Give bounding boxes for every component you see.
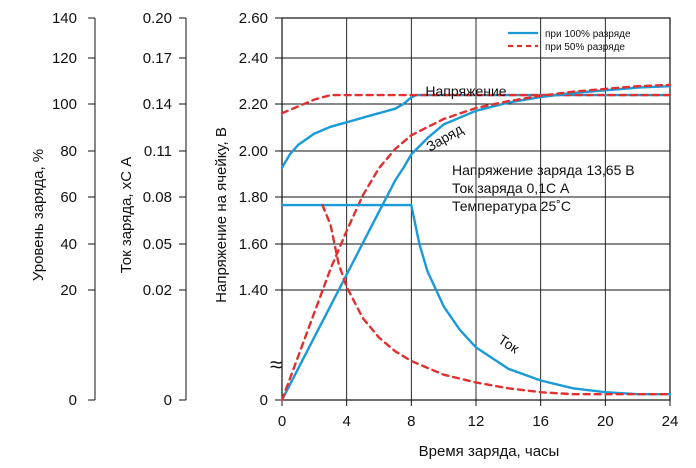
time-tick-labels: 0 4 8 12 16 20 24 [278, 400, 679, 430]
condition-temperature: Температура 25˚С [452, 198, 571, 214]
charge-level-tick-label: 20 [60, 282, 77, 299]
charge-current-tick-label: 0.17 [143, 50, 172, 67]
charge-current-tick-label: 0 [164, 392, 172, 409]
charge-level-tick-label: 0 [69, 392, 77, 409]
current-curve-50 [321, 203, 672, 396]
legend: при 100% разряде при 50% разряде [508, 29, 631, 53]
series-layer [280, 83, 672, 402]
charge-current-tick-label: 0.08 [143, 189, 172, 206]
charge-current-tick-labels: 0 0.02 0.05 0.08 0.11 0.14 0.17 0.20 [143, 10, 172, 409]
legend-label-100: при 100% разряде [545, 29, 631, 40]
condition-voltage: Напряжение заряда 13,65 В [452, 162, 635, 178]
time-tick-label: 0 [278, 413, 286, 430]
time-tick-label: 4 [342, 413, 350, 430]
voltage-curve-label: Напряжение [425, 83, 506, 99]
voltage-tick-label: 2.00 [239, 143, 268, 160]
voltage-tick-label: 2.20 [239, 96, 268, 113]
voltage-curve-50 [280, 93, 672, 115]
charge-current-tick-label: 0.20 [143, 10, 172, 27]
charge-current-tick-label: 0.05 [143, 236, 172, 253]
charge-curve-50 [280, 83, 672, 402]
condition-current: Ток заряда 0,1С А [452, 180, 570, 196]
axis-break-mark: ≈ [270, 352, 282, 377]
current-curve-100 [280, 203, 672, 396]
voltage-tick-label: 1.60 [239, 236, 268, 253]
time-tick-label: 20 [597, 413, 614, 430]
voltage-tick-label: 1.40 [239, 282, 268, 299]
charge-level-tick-label: 60 [60, 189, 77, 206]
time-tick-label: 16 [532, 413, 549, 430]
time-tick-label: 12 [468, 413, 485, 430]
charge-current-tick-label: 0.14 [143, 96, 172, 113]
charge-level-tick-label: 100 [52, 96, 77, 113]
time-axis-label: Время заряда, часы [419, 443, 560, 460]
charge-level-tick-labels: 0 20 40 60 80 100 120 140 [52, 10, 77, 409]
voltage-tick-label: 0 [260, 392, 268, 409]
charge-level-tick-label: 40 [60, 236, 77, 253]
current-curve-label: Ток [495, 331, 522, 357]
charge-curve-100 [280, 85, 672, 402]
voltage-tick-label: 1.80 [239, 189, 268, 206]
charge-current-tick-label: 0.02 [143, 282, 172, 299]
voltage-axis-label: Напряжение на ячейку, В [213, 127, 230, 303]
charge-current-axis-label: Ток заряда, хС А [118, 157, 135, 274]
charge-current-tick-label: 0.11 [144, 143, 172, 160]
charge-level-tick-label: 80 [60, 143, 77, 160]
charge-level-tick-label: 120 [52, 50, 77, 67]
time-tick-label: 8 [407, 413, 415, 430]
legend-label-50: при 50% разряде [545, 42, 625, 53]
tick-marks [88, 17, 282, 401]
voltage-tick-label: 2.60 [239, 10, 268, 27]
time-tick-label: 24 [662, 413, 679, 430]
grid [282, 18, 670, 400]
charge-level-tick-label: 140 [52, 10, 77, 27]
voltage-tick-label: 2.40 [239, 50, 268, 67]
charge-level-axis-label: Уровень заряда, % [30, 149, 47, 281]
voltage-tick-labels: 0 1.40 1.60 1.80 2.00 2.20 2.40 2.60 [239, 10, 268, 409]
